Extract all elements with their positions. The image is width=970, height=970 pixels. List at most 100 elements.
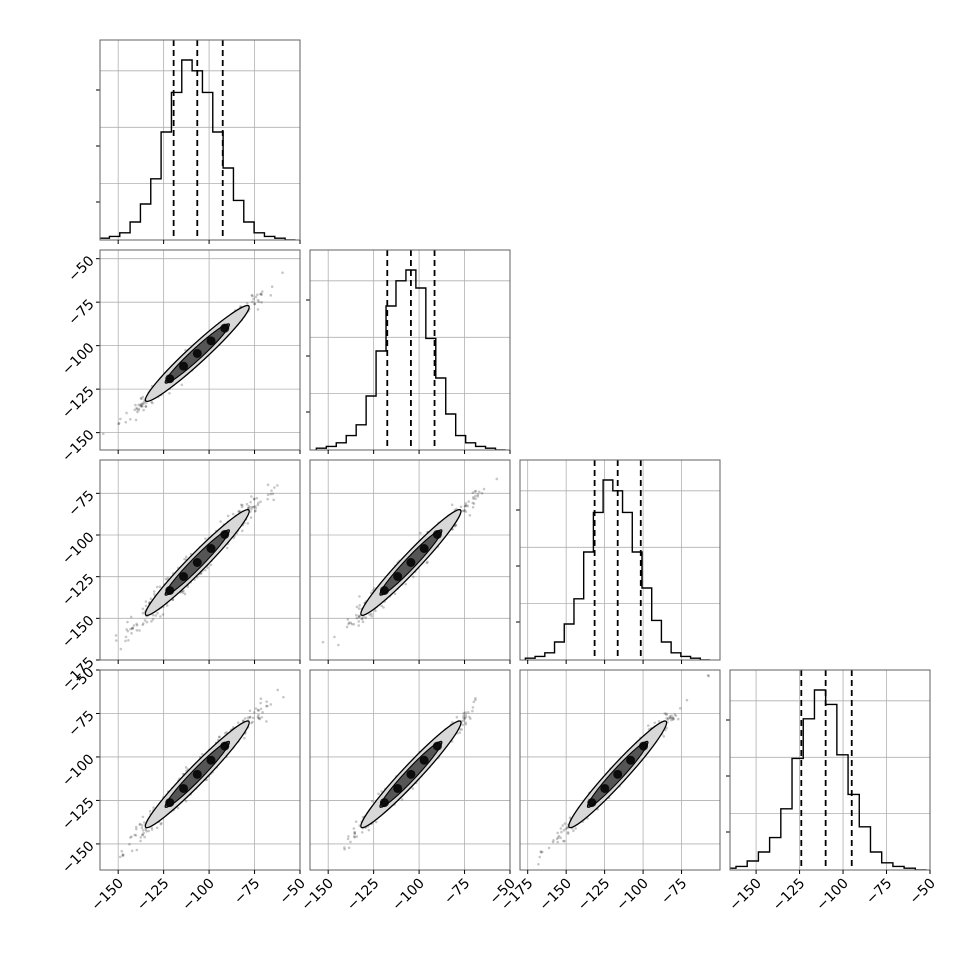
x-tick-label: −150 — [89, 876, 128, 915]
density-peak — [419, 755, 429, 765]
scatter-point — [120, 849, 124, 853]
scatter-point — [140, 397, 143, 400]
panel-1-0: −150−125−100−75−50 — [59, 249, 301, 465]
scatter-point — [124, 420, 128, 424]
scatter-point — [471, 706, 475, 709]
scatter-point — [153, 592, 156, 596]
scatter-point — [225, 546, 229, 550]
scatter-point — [141, 828, 145, 832]
scatter-point — [141, 623, 144, 627]
scatter-point — [266, 493, 270, 497]
scatter-point — [352, 827, 356, 830]
scatter-point — [125, 411, 128, 415]
scatter-point — [144, 600, 148, 603]
scatter-point — [140, 823, 144, 827]
scatter-point — [476, 495, 480, 498]
scatter-point — [135, 848, 139, 852]
scatter-point — [473, 490, 477, 493]
scatter-point — [149, 597, 153, 601]
scatter-point — [380, 604, 383, 608]
density-peak — [192, 769, 202, 779]
scatter-point — [463, 716, 466, 720]
scatter-point — [463, 505, 467, 508]
scatter-point — [245, 502, 249, 506]
scatter-point — [349, 621, 353, 625]
scatter-point — [139, 404, 143, 408]
scatter-point — [343, 847, 346, 851]
scatter-point — [476, 493, 480, 496]
scatter-point — [135, 623, 139, 627]
scatter-point — [245, 302, 249, 305]
scatter-point — [205, 778, 209, 782]
y-tick-label: −125 — [59, 571, 98, 610]
scatter-point — [160, 822, 163, 825]
scatter-point — [141, 395, 145, 399]
scatter-point — [251, 720, 254, 724]
density-peak — [165, 586, 175, 595]
panel-frame — [99, 459, 301, 661]
scatter-point — [248, 715, 252, 719]
scatter-point — [257, 501, 260, 505]
scatter-point — [382, 606, 385, 609]
scatter-point — [144, 604, 148, 608]
panel-frame — [519, 459, 721, 661]
scatter-point — [142, 401, 145, 404]
scatter-point — [560, 830, 563, 834]
scatter-point — [241, 719, 245, 723]
scatter-point — [129, 615, 133, 619]
scatter-point — [243, 717, 247, 720]
y-tick-label: −100 — [59, 751, 98, 790]
scatter-point — [353, 831, 356, 834]
panel-frame — [99, 39, 301, 241]
scatter-point — [469, 717, 472, 720]
scatter-point — [271, 492, 275, 496]
scatter-point — [354, 613, 358, 617]
scatter-point — [184, 766, 188, 769]
scatter-point — [137, 403, 140, 407]
scatter-point — [662, 735, 666, 738]
scatter-point — [136, 410, 139, 414]
scatter-point — [706, 674, 710, 677]
scatter-point — [250, 293, 254, 297]
scatter-point — [353, 831, 357, 835]
scatter-point — [272, 498, 275, 502]
panel-3-2: −175 −150 −125 −100 −75 — [498, 669, 721, 914]
y-tick-label: −125 — [59, 795, 98, 834]
density-peak — [165, 374, 175, 384]
scatter-point — [462, 716, 465, 719]
scatter-point — [252, 505, 255, 509]
scatter-point — [474, 494, 477, 498]
scatter-point — [144, 405, 148, 408]
scatter-point — [231, 512, 235, 516]
scatter-point — [252, 711, 256, 714]
scatter-point — [354, 820, 358, 823]
scatter-point — [265, 700, 269, 703]
scatter-point — [132, 624, 136, 627]
scatter-point — [254, 509, 257, 512]
y-tick-label: −50 — [65, 253, 97, 285]
scatter-point — [466, 710, 470, 714]
scatter-point — [143, 619, 147, 622]
scatter-point — [119, 647, 123, 651]
scatter-point — [144, 828, 147, 831]
scatter-point — [425, 561, 429, 565]
density-peak — [206, 336, 216, 346]
scatter-point — [358, 604, 361, 607]
scatter-point — [257, 713, 260, 717]
scatter-point — [260, 293, 264, 296]
scatter-point — [236, 721, 240, 724]
scatter-point — [260, 715, 264, 719]
x-tick-label: −125 — [134, 876, 173, 915]
scatter-point — [200, 752, 204, 756]
scatter-point — [454, 523, 458, 527]
scatter-point — [219, 520, 222, 523]
scatter-point — [353, 832, 357, 836]
density-peak — [379, 586, 389, 595]
x-tick-label: −150 — [299, 876, 338, 915]
scatter-point — [206, 566, 209, 569]
scatter-point — [455, 715, 459, 719]
scatter-point — [478, 490, 481, 494]
scatter-point — [249, 500, 252, 504]
scatter-point — [150, 620, 153, 623]
scatter-point — [357, 620, 361, 623]
